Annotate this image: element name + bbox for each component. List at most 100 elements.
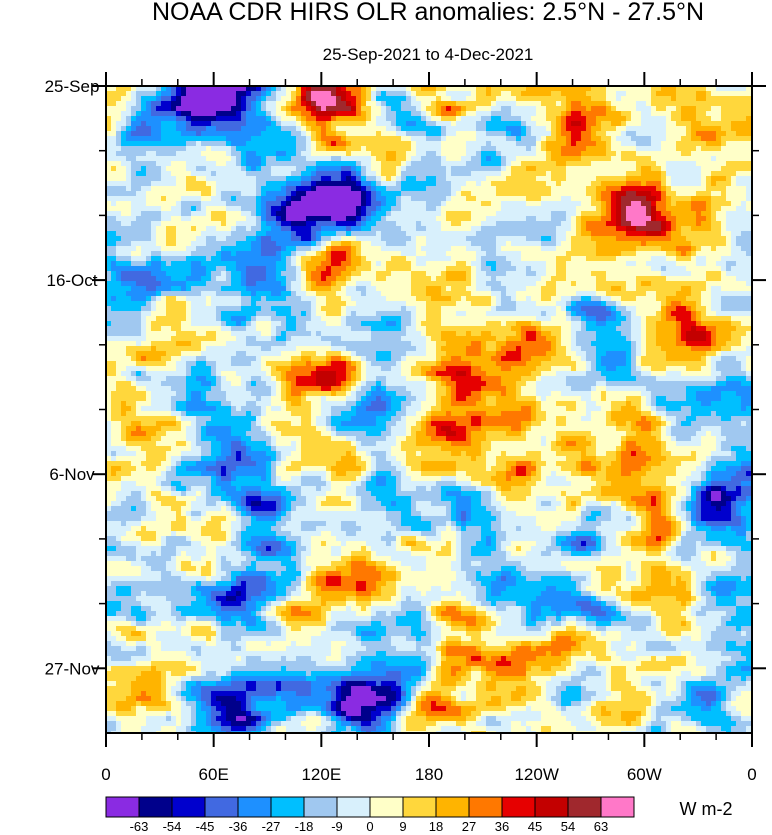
field-cell <box>316 146 322 152</box>
field-cell <box>571 256 577 262</box>
field-cell <box>606 261 612 267</box>
field-cell <box>191 271 197 277</box>
field-cell <box>306 131 312 137</box>
field-cell <box>656 101 662 107</box>
field-cell <box>351 276 357 282</box>
field-cell <box>276 171 282 177</box>
field-cell <box>481 226 487 232</box>
field-cell <box>601 271 607 277</box>
field-cell <box>186 181 192 187</box>
field-cell <box>611 96 617 102</box>
field-cell <box>226 216 232 222</box>
field-cell <box>121 266 127 272</box>
field-cell <box>316 131 322 137</box>
field-cell <box>706 191 712 197</box>
field-cell <box>636 251 642 257</box>
field-cell <box>281 106 287 112</box>
field-cell <box>641 156 647 162</box>
field-cell <box>111 106 117 112</box>
field-cell <box>141 256 147 262</box>
field-cell <box>206 151 212 157</box>
field-cell <box>656 196 662 202</box>
field-cell <box>216 121 222 127</box>
field-cell <box>471 136 477 142</box>
field-cell <box>451 106 457 112</box>
field-cell <box>401 166 407 172</box>
field-cell <box>641 176 647 182</box>
field-cell <box>516 256 522 262</box>
field-cell <box>131 251 137 257</box>
field-cell <box>741 266 747 272</box>
field-cell <box>151 111 157 117</box>
field-cell <box>586 171 592 177</box>
field-cell <box>241 221 247 227</box>
field-cell <box>701 201 707 207</box>
field-cell <box>711 251 717 257</box>
field-cell <box>376 256 382 262</box>
field-cell <box>481 161 487 167</box>
field-cell <box>336 231 342 237</box>
field-cell <box>156 256 162 262</box>
field-cell <box>421 221 427 227</box>
field-cell <box>731 136 737 142</box>
field-cell <box>676 191 682 197</box>
field-cell <box>446 191 452 197</box>
field-cell <box>746 256 752 262</box>
field-cell <box>271 186 277 192</box>
field-cell <box>226 136 232 142</box>
field-cell <box>591 156 597 162</box>
field-cell <box>626 256 632 262</box>
field-cell <box>221 121 227 127</box>
field-cell <box>466 271 472 277</box>
field-cell <box>391 216 397 222</box>
field-cell <box>611 266 617 272</box>
field-cell <box>666 251 672 257</box>
field-cell <box>391 271 397 277</box>
field-cell <box>516 151 522 157</box>
field-cell <box>476 91 482 97</box>
field-cell <box>746 171 752 177</box>
field-cell <box>576 221 582 227</box>
field-cell <box>746 231 752 237</box>
field-cell <box>696 86 702 92</box>
field-cell <box>601 201 607 207</box>
field-cell <box>266 231 272 237</box>
field-cell <box>701 86 707 92</box>
field-cell <box>396 161 402 167</box>
field-cell <box>636 226 642 232</box>
field-cell <box>391 191 397 197</box>
field-cell <box>716 206 722 212</box>
field-cell <box>456 121 462 127</box>
field-cell <box>621 131 627 137</box>
field-cell <box>146 141 152 147</box>
field-cell <box>111 186 117 192</box>
field-cell <box>656 256 662 262</box>
field-cell <box>266 251 272 257</box>
field-cell <box>746 271 752 277</box>
field-cell <box>241 161 247 167</box>
field-cell <box>386 166 392 172</box>
field-cell <box>246 161 252 167</box>
field-cell <box>361 136 367 142</box>
field-cell <box>226 186 232 192</box>
field-cell <box>366 196 372 202</box>
field-cell <box>481 126 487 132</box>
field-cell <box>436 161 442 167</box>
field-cell <box>341 161 347 167</box>
field-cell <box>261 236 267 242</box>
field-cell <box>446 266 452 272</box>
field-cell <box>626 131 632 137</box>
field-cell <box>251 156 257 162</box>
field-cell <box>576 136 582 142</box>
field-cell <box>516 101 522 107</box>
field-cell <box>721 191 727 197</box>
field-cell <box>401 171 407 177</box>
field-cell <box>366 236 372 242</box>
field-cell <box>386 191 392 197</box>
field-cell <box>216 166 222 172</box>
field-cell <box>491 246 497 252</box>
field-cell <box>616 101 622 107</box>
field-cell <box>571 226 577 232</box>
field-cell <box>611 221 617 227</box>
field-cell <box>431 196 437 202</box>
